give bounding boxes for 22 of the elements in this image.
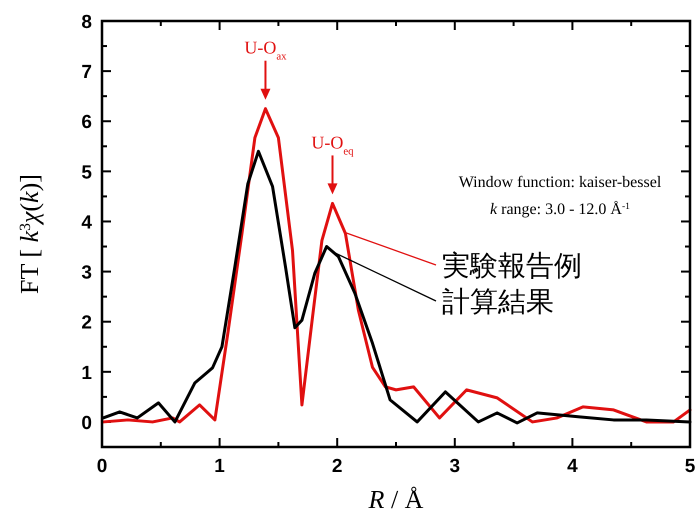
y-tick-label: 2	[81, 312, 92, 334]
y-tick-label: 1	[81, 362, 92, 384]
y-tick-label: 4	[81, 212, 92, 234]
text: 計算結果	[442, 285, 554, 318]
y-tick-label: 6	[81, 112, 92, 134]
y-tick-label: 3	[81, 262, 92, 284]
x-tick-label: 0	[96, 456, 108, 477]
x-tick-label: 1	[214, 456, 226, 477]
x-tick-label: 3	[450, 456, 460, 477]
x-tick-label: 4	[567, 456, 578, 477]
annotation: U-O$_{ax}$	[244, 38, 288, 63]
legend-label: 実験報告例	[442, 249, 582, 282]
y-tick-label: 5	[81, 162, 92, 184]
annotation: k range: 3.0 - 12.0 Å$^{-1}$	[490, 200, 630, 218]
x-tick-label: 2	[332, 456, 342, 477]
x-axis-title: R / Å	[368, 485, 424, 514]
y-tick-label: 0	[81, 412, 92, 434]
annotation: Window function: kaiser-bessel	[458, 174, 662, 191]
y-tick-label: 8	[81, 12, 92, 33]
x-tick-label: 5	[684, 456, 696, 477]
y-tick-label: 7	[81, 62, 92, 84]
annotation: U-O$_{eq}$	[311, 132, 354, 158]
